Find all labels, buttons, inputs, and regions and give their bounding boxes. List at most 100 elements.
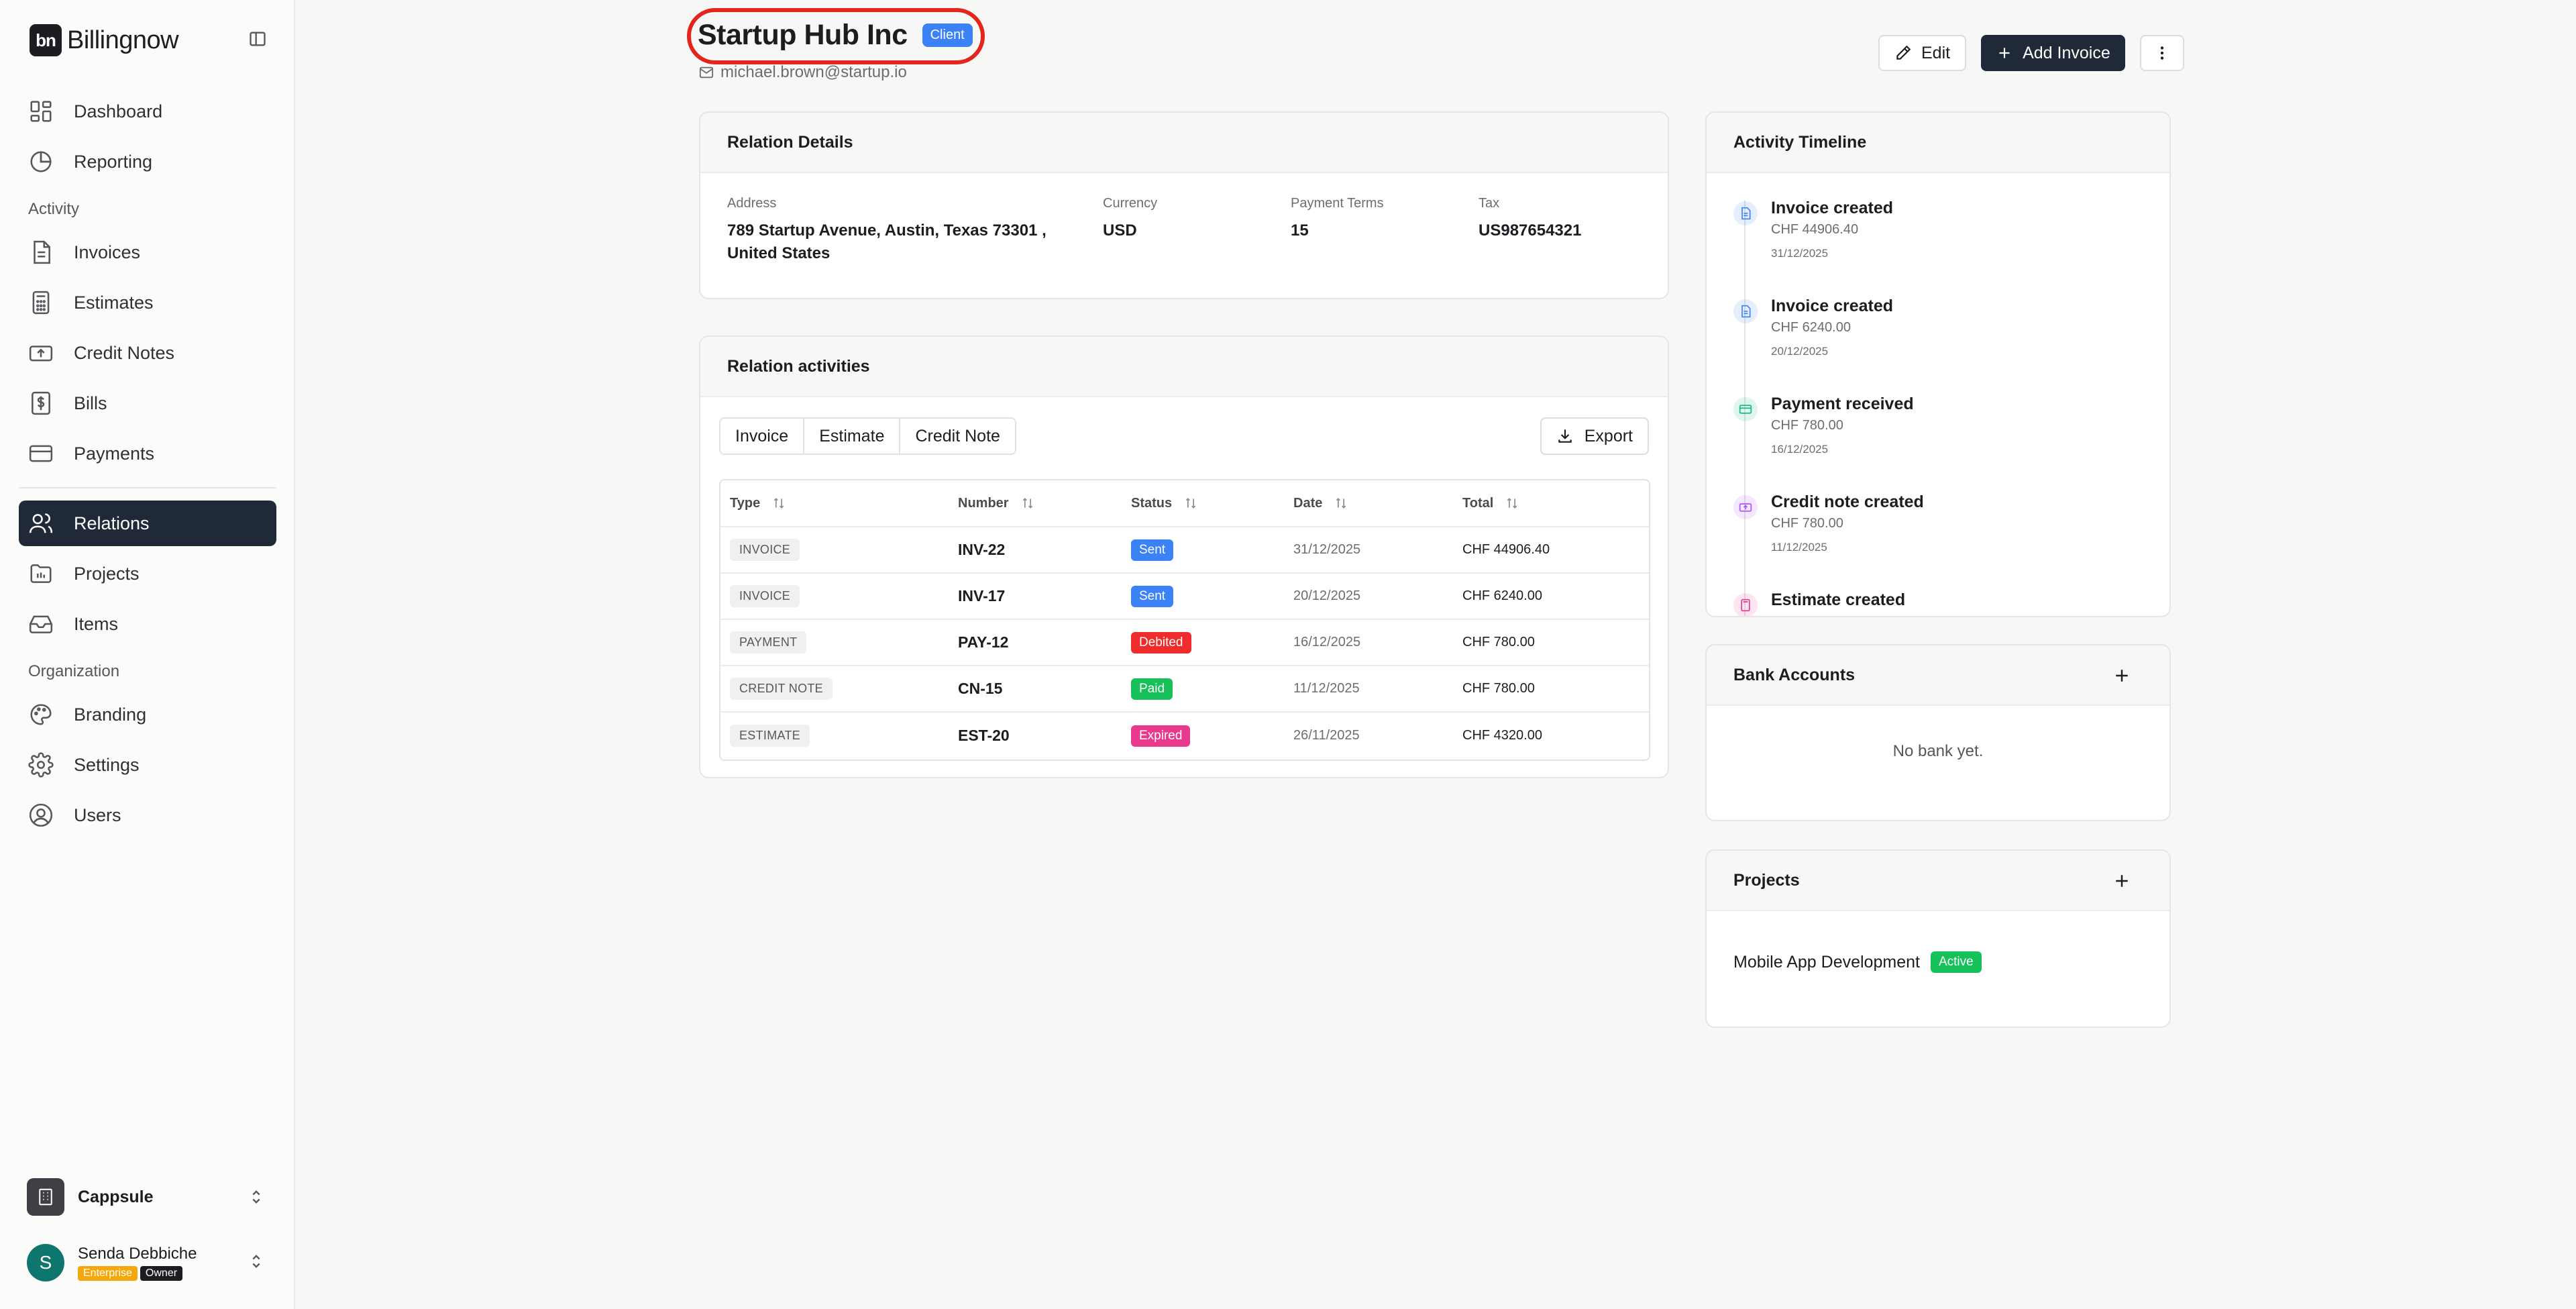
column-header-type[interactable]: Type <box>730 480 786 526</box>
address-line-1: 789 Startup Avenue, Austin, Texas 73301 … <box>727 221 1046 240</box>
sidebar-item-relations[interactable]: Relations <box>19 501 276 546</box>
relation-email: michael.brown@startup.io <box>720 63 907 81</box>
sidebar-item-items[interactable]: Items <box>19 601 276 647</box>
export-label: Export <box>1584 426 1633 446</box>
sidebar-item-credit-notes[interactable]: Credit Notes <box>19 330 276 376</box>
tab-invoice[interactable]: Invoice <box>720 419 805 454</box>
table-row[interactable]: INVOICE INV-22 Sent 31/12/2025 CHF 44906… <box>720 527 1649 574</box>
type-chip: CREDIT NOTE <box>730 678 833 700</box>
mail-icon <box>699 66 714 78</box>
user-switcher[interactable]: S Senda Debbiche Enterprise Owner <box>27 1241 266 1284</box>
card-header: Projects <box>1707 851 2169 911</box>
row-date: 31/12/2025 <box>1293 542 1361 557</box>
document-number: PAY-12 <box>958 633 1009 651</box>
dashboard-icon <box>30 101 52 122</box>
sidebar-item-label: Credit Notes <box>74 342 175 363</box>
row-date: 20/12/2025 <box>1293 588 1361 603</box>
sidebar-item-invoices[interactable]: Invoices <box>19 229 276 275</box>
add-project-plus-icon[interactable] <box>2112 871 2132 891</box>
sidebar-item-payments[interactable]: Payments <box>19 431 276 476</box>
sidebar-item-label: Dashboard <box>74 101 163 121</box>
brand[interactable]: bn Billingnow <box>30 24 179 56</box>
tax-value: US987654321 <box>1479 221 1582 240</box>
sidebar-item-label: Projects <box>74 563 140 584</box>
add-bank-plus-icon[interactable] <box>2112 666 2132 686</box>
sidebar-item-label: Payments <box>74 443 155 464</box>
more-options-button[interactable] <box>2139 35 2184 71</box>
document-number: CN-15 <box>958 680 1003 697</box>
sidebar-item-label: Reporting <box>74 151 153 172</box>
address-field: Address 789 Startup Avenue, Austin, Texa… <box>727 196 1046 265</box>
sidebar-item-dashboard[interactable]: Dashboard <box>19 89 276 134</box>
add-invoice-button[interactable]: Add Invoice <box>1981 35 2125 71</box>
table-row[interactable]: INVOICE INV-17 Sent 20/12/2025 CHF 6240.… <box>720 574 1649 620</box>
type-chip: INVOICE <box>730 585 800 607</box>
organization-switcher[interactable]: Cappsule <box>27 1177 266 1217</box>
sidebar-item-branding[interactable]: Branding <box>19 692 276 737</box>
status-badge: Active <box>1930 951 1982 973</box>
timeline-date: 11/12/2025 <box>1771 541 1827 554</box>
user-circle-icon <box>29 803 53 827</box>
timeline-item: Payment received CHF 780.00 16/12/2025 <box>1733 395 2149 456</box>
sidebar-item-label: Items <box>74 613 119 634</box>
timeline-title: Invoice created <box>1771 199 1894 217</box>
sidebar-item-estimates[interactable]: Estimates <box>19 280 276 325</box>
project-item[interactable]: Mobile App Development Active <box>1733 951 2169 973</box>
tab-credit-note[interactable]: Credit Note <box>900 419 1015 454</box>
sidebar-item-users[interactable]: Users <box>19 792 276 838</box>
page-title: Startup Hub Inc <box>698 19 908 51</box>
sidebar-nav: Dashboard Reporting Activity Invoices Es… <box>19 89 276 843</box>
sidebar-item-reporting[interactable]: Reporting <box>19 139 276 185</box>
inbox-icon <box>29 615 53 633</box>
column-header-date[interactable]: Date <box>1293 480 1348 526</box>
payment-terms-label: Payment Terms <box>1291 196 1384 211</box>
more-vertical-icon <box>2160 46 2163 60</box>
document-number: EST-20 <box>958 727 1010 744</box>
sidebar-item-label: Invoices <box>74 242 141 262</box>
status-badge: Sent <box>1131 585 1174 607</box>
row-total: CHF 44906.40 <box>1462 542 1550 557</box>
payment-terms-field: Payment Terms 15 <box>1291 196 1384 242</box>
row-total: CHF 780.00 <box>1462 681 1535 696</box>
pie-chart-icon <box>30 151 52 172</box>
column-header-status[interactable]: Status <box>1131 480 1197 526</box>
activity-tabs: Invoice Estimate Credit Note <box>719 417 1016 455</box>
column-header-total[interactable]: Total <box>1462 480 1519 526</box>
brand-logo: bn <box>30 24 62 56</box>
bank-accounts-card: Bank Accounts No bank yet. <box>1705 644 2171 821</box>
timeline-list[interactable]: Invoice created CHF 44906.40 31/12/2025 … <box>1707 173 2169 616</box>
tab-estimate[interactable]: Estimate <box>804 419 901 454</box>
pencil-icon <box>1896 45 1911 60</box>
users-icon <box>29 513 53 533</box>
chevron-up-down-icon <box>252 1255 260 1268</box>
row-date: 11/12/2025 <box>1293 681 1360 696</box>
timeline-date: 31/12/2025 <box>1771 247 1829 260</box>
section-activity: Activity <box>28 200 80 218</box>
sidebar-item-projects[interactable]: Projects <box>19 551 276 596</box>
sidebar-collapse-icon[interactable] <box>248 30 267 48</box>
card-icon <box>1733 397 1758 421</box>
row-date: 26/11/2025 <box>1293 728 1360 743</box>
sidebar-item-settings[interactable]: Settings <box>19 742 276 788</box>
table-row[interactable]: CREDIT NOTE CN-15 Paid 11/12/2025 CHF 78… <box>720 666 1649 713</box>
header-actions: Edit Add Invoice <box>1878 35 2184 71</box>
table-row[interactable]: ESTIMATE EST-20 Expired 26/11/2025 CHF 4… <box>720 713 1649 759</box>
invoice-icon <box>34 240 50 264</box>
sidebar-item-bills[interactable]: Bills <box>19 380 276 426</box>
receipt-icon <box>1733 495 1758 519</box>
currency-field: Currency USD <box>1103 196 1157 242</box>
export-button[interactable]: Export <box>1540 417 1649 455</box>
edit-button[interactable]: Edit <box>1878 35 1967 71</box>
calculator-icon <box>32 291 50 315</box>
column-header-number[interactable]: Number <box>958 480 1034 526</box>
timeline-date: 16/12/2025 <box>1771 443 1829 456</box>
table-row[interactable]: PAYMENT PAY-12 Debited 16/12/2025 CHF 78… <box>720 620 1649 666</box>
type-chip: INVOICE <box>730 539 800 561</box>
status-badge: Sent <box>1131 539 1174 561</box>
add-invoice-label: Add Invoice <box>2023 43 2110 62</box>
timeline-amount: CHF 6240.00 <box>1771 320 1851 335</box>
timeline-item: Estimate created <box>1733 590 2149 616</box>
section-organization: Organization <box>28 662 120 680</box>
sidebar-item-label: Branding <box>74 704 147 725</box>
calculator-icon <box>1733 593 1758 616</box>
